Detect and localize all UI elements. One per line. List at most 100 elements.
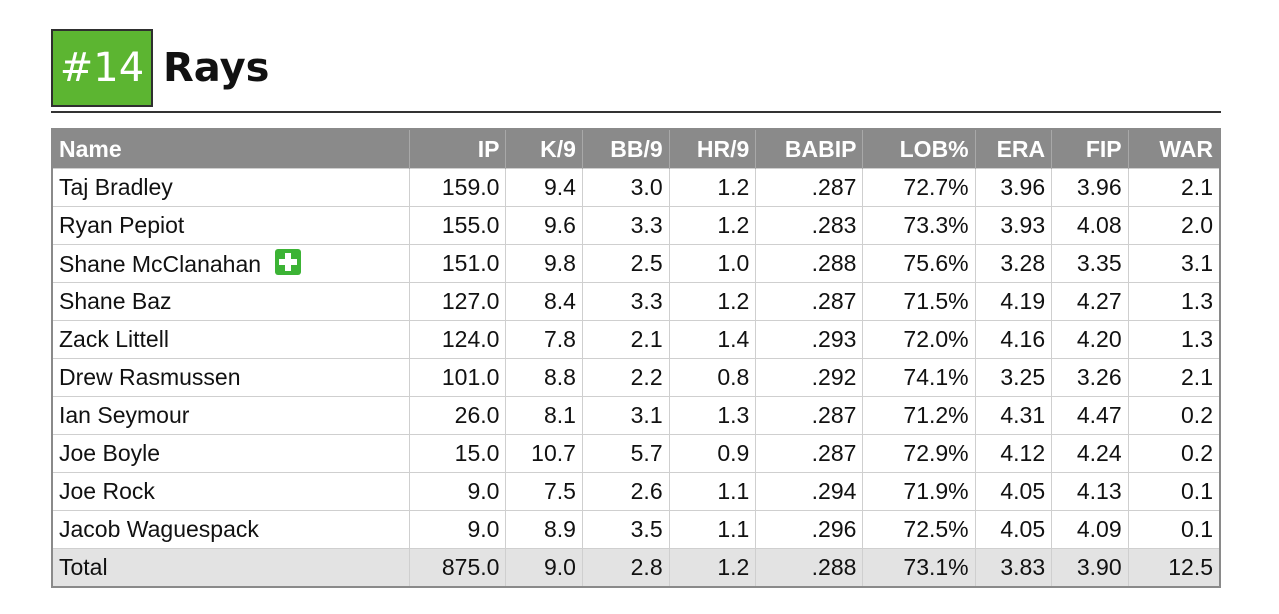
cell-babip: .288: [755, 244, 864, 283]
cell-fip: 4.24: [1051, 434, 1129, 473]
cell-babip: .293: [755, 320, 864, 359]
cell-hr9: 0.9: [668, 434, 757, 473]
cell-era: 4.12: [974, 434, 1053, 473]
cell-era: 4.19: [974, 282, 1053, 321]
cell-name: Drew Rasmussen: [51, 358, 410, 397]
cell-war: 1.3: [1127, 282, 1221, 321]
cell-name: Ryan Pepiot: [51, 206, 410, 245]
cell-ip: 875.0: [408, 548, 507, 588]
cell-ip: 151.0: [408, 244, 507, 283]
cell-hr9: 1.2: [668, 548, 757, 588]
table-row: Shane McClanahan 151.0 9.8 2.5 1.0.288 75.6% 3…: [51, 244, 1221, 283]
cell-babip: .294: [755, 472, 864, 511]
cell-bb9: 5.7: [581, 434, 670, 473]
cell-era: 4.05: [974, 472, 1053, 511]
cell-war: 0.1: [1127, 510, 1221, 549]
cell-bb9: 3.5: [581, 510, 670, 549]
cell-k9: 8.9: [505, 510, 583, 549]
cell-k9: 7.8: [505, 320, 583, 359]
cell-lob: 72.5%: [862, 510, 976, 549]
cell-babip: .287: [755, 434, 864, 473]
cell-hr9: 1.1: [668, 472, 757, 511]
cell-fip: 4.13: [1051, 472, 1129, 511]
cell-war: 3.1: [1127, 244, 1221, 283]
cell-name: Taj Bradley: [51, 168, 410, 207]
cell-ip: 9.0: [408, 510, 507, 549]
cell-ip: 124.0: [408, 320, 507, 359]
player-name: Shane McClanahan: [59, 251, 262, 277]
cell-fip: 4.47: [1051, 396, 1129, 435]
cell-lob: 72.9%: [862, 434, 976, 473]
player-name: Ryan Pepiot: [59, 212, 185, 238]
cell-war: 2.1: [1127, 358, 1221, 397]
player-name: Ian Seymour: [59, 402, 190, 428]
cell-era: 3.93: [974, 206, 1053, 245]
table-row: Drew Rasmussen 101.0 8.8 2.2 0.8.292 74.1% 3.2…: [51, 358, 1221, 397]
cell-era: 3.96: [974, 168, 1053, 207]
table-row: Taj Bradley 159.0 9.4 3.0 1.2.287 72.7% 3.96 3.…: [51, 168, 1221, 207]
column-header-war: WAR: [1127, 129, 1220, 169]
cell-name: Zack Littell: [51, 320, 410, 359]
cell-k9: 9.4: [505, 168, 583, 207]
cell-war: 0.2: [1127, 434, 1221, 473]
cell-war: 2.0: [1127, 206, 1221, 245]
cell-k9: 10.7: [505, 434, 583, 473]
pitcher-projections-table: Name IP K/9 BB/9 HR/9 BABIP LOB% ERA FIP…: [51, 128, 1221, 588]
cell-era: 3.28: [974, 244, 1053, 283]
cell-k9: 9.8: [505, 244, 583, 283]
player-name: Total: [59, 554, 108, 580]
cell-k9: 8.4: [505, 282, 583, 321]
cell-k9: 8.1: [505, 396, 583, 435]
cell-k9: 9.6: [505, 206, 583, 245]
player-name: Zack Littell: [59, 326, 169, 352]
cell-fip: 3.90: [1051, 548, 1129, 588]
cell-ip: 159.0: [408, 168, 507, 207]
cell-bb9: 2.1: [581, 320, 670, 359]
cell-ip: 155.0: [408, 206, 507, 245]
table-row: Shane Baz 127.0 8.4 3.3 1.2.287 71.5% 4.19 4.27…: [51, 282, 1221, 321]
cell-babip: .287: [755, 396, 864, 435]
cell-era: 3.83: [974, 548, 1053, 588]
table-row: Ian Seymour 26.0 8.1 3.1 1.3.287 71.2% 4.31 4.4…: [51, 396, 1221, 435]
cell-k9: 9.0: [505, 548, 583, 588]
cell-babip: .288: [755, 548, 864, 588]
cell-bb9: 2.5: [581, 244, 670, 283]
cell-ip: 26.0: [408, 396, 507, 435]
cell-era: 4.05: [974, 510, 1053, 549]
table-row: Zack Littell 124.0 7.8 2.1 1.4.293 72.0% 4.16 4…: [51, 320, 1221, 359]
rank-badge: #14: [51, 29, 153, 107]
cell-hr9: 1.2: [668, 282, 757, 321]
cell-era: 4.16: [974, 320, 1053, 359]
column-header-era: ERA: [974, 129, 1052, 169]
column-header-ip: IP: [408, 129, 506, 169]
cell-bb9: 3.3: [581, 282, 670, 321]
cell-name: Joe Boyle: [51, 434, 410, 473]
cell-ip: 9.0: [408, 472, 507, 511]
cell-hr9: 1.2: [668, 206, 757, 245]
team-header: #14 Rays: [51, 28, 269, 108]
cell-name: Ian Seymour: [51, 396, 410, 435]
cell-hr9: 1.2: [668, 168, 757, 207]
cell-lob: 74.1%: [862, 358, 976, 397]
cell-ip: 101.0: [408, 358, 507, 397]
column-header-hr9: HR/9: [668, 129, 756, 169]
cell-fip: 4.27: [1051, 282, 1129, 321]
table-header-row: Name IP K/9 BB/9 HR/9 BABIP LOB% ERA FIP…: [52, 129, 1220, 169]
table-row: Jacob Waguespack 9.0 8.9 3.5 1.1.296 72.5% 4.0…: [51, 510, 1221, 549]
player-name: Jacob Waguespack: [59, 516, 259, 542]
cell-k9: 7.5: [505, 472, 583, 511]
cell-fip: 3.26: [1051, 358, 1129, 397]
cell-era: 3.25: [974, 358, 1053, 397]
cell-name: Shane McClanahan: [51, 244, 410, 283]
player-name: Drew Rasmussen: [59, 364, 241, 390]
cell-lob: 72.0%: [862, 320, 976, 359]
cell-name: Jacob Waguespack: [51, 510, 410, 549]
cell-name: Shane Baz: [51, 282, 410, 321]
player-name: Joe Boyle: [59, 440, 161, 466]
column-header-babip: BABIP: [755, 129, 863, 169]
total-row: Total 875.0 9.0 2.8 1.2.288 73.1% 3.83 3.90 12.5: [51, 548, 1221, 588]
cell-ip: 15.0: [408, 434, 507, 473]
cell-lob: 75.6%: [862, 244, 976, 283]
cell-lob: 73.1%: [862, 548, 976, 588]
cell-war: 2.1: [1127, 168, 1221, 207]
